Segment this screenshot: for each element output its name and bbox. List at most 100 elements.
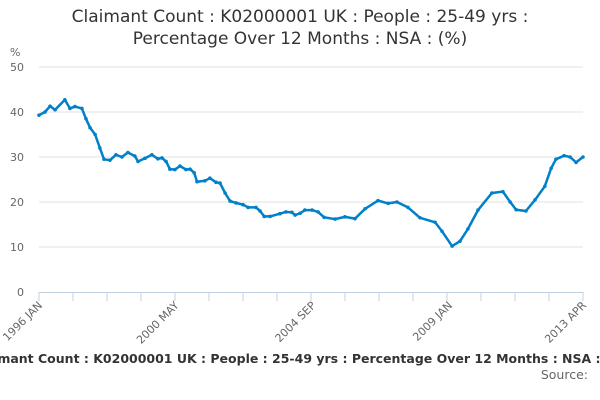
- data-point: [136, 159, 140, 164]
- data-point: [386, 201, 390, 206]
- data-point: [160, 156, 164, 160]
- data-point: [48, 104, 52, 108]
- data-point: [298, 211, 302, 216]
- data-point: [458, 239, 462, 243]
- data-point: [102, 157, 106, 162]
- data-point: [241, 202, 245, 207]
- data-point: [43, 110, 47, 114]
- source-label: Source:: [540, 367, 588, 382]
- x-tick-label: 2013 APR: [542, 299, 589, 346]
- data-point: [93, 132, 97, 137]
- y-tick-label: 10: [10, 241, 24, 254]
- data-point: [549, 166, 553, 171]
- data-point: [143, 156, 147, 161]
- data-point: [490, 191, 494, 195]
- y-tick-label: 40: [10, 106, 24, 119]
- data-point: [418, 215, 422, 220]
- data-point: [450, 244, 454, 248]
- data-point: [562, 153, 566, 158]
- data-point: [440, 229, 444, 234]
- data-point: [218, 181, 222, 185]
- data-point: [353, 216, 357, 221]
- data-point: [343, 215, 347, 219]
- data-point: [406, 205, 410, 210]
- data-point: [433, 220, 437, 225]
- data-point: [228, 199, 232, 203]
- data-point: [581, 155, 585, 159]
- y-tick-label: 50: [10, 61, 24, 74]
- data-point: [98, 146, 102, 150]
- data-point: [108, 158, 112, 162]
- data-point: [150, 152, 154, 157]
- x-tick-label: 2009 JAN: [410, 299, 455, 344]
- data-point: [203, 179, 207, 183]
- series-line: [38, 98, 584, 248]
- x-tick-label: 1996 JAN: [0, 299, 45, 344]
- data-point: [268, 214, 272, 219]
- legend-footer: Claimant Count : K02000001 UK : People :…: [0, 351, 600, 366]
- data-point: [188, 167, 192, 171]
- data-point: [88, 125, 92, 130]
- data-point: [524, 209, 528, 213]
- data-point: [466, 227, 470, 231]
- data-point: [293, 213, 297, 217]
- data-point: [363, 206, 367, 211]
- data-point: [114, 152, 118, 157]
- data-point: [514, 207, 518, 212]
- data-point: [316, 210, 320, 214]
- data-point: [173, 167, 177, 172]
- y-tick-label: 20: [10, 196, 24, 209]
- x-tick-label: 2000 MAY: [134, 299, 182, 347]
- data-point: [68, 106, 72, 111]
- data-point: [120, 155, 124, 159]
- data-point: [395, 200, 399, 204]
- data-point: [568, 155, 572, 159]
- data-point: [133, 154, 137, 158]
- data-point: [126, 150, 130, 155]
- data-point: [168, 167, 172, 171]
- data-point: [543, 184, 547, 189]
- chart-title: Claimant Count : K02000001 UK : People :…: [0, 6, 600, 50]
- data-point: [184, 167, 188, 172]
- data-point: [234, 201, 238, 205]
- y-tick-label: 30: [10, 151, 24, 164]
- data-point: [63, 98, 67, 102]
- data-point: [376, 198, 380, 203]
- data-point: [310, 208, 314, 212]
- x-tick-label: 2004 SEP: [273, 299, 319, 345]
- data-point: [290, 210, 294, 215]
- y-tick-label: 0: [17, 286, 24, 299]
- data-point: [246, 205, 250, 210]
- data-point: [554, 157, 558, 162]
- data-point: [501, 189, 505, 194]
- data-point: [333, 217, 337, 221]
- data-point: [73, 104, 77, 109]
- chart-title-line-2: Percentage Over 12 Months : NSA : (%): [132, 29, 468, 49]
- data-point: [156, 157, 160, 161]
- data-point: [322, 215, 326, 220]
- data-point: [262, 214, 266, 219]
- data-point: [37, 113, 41, 117]
- data-point: [533, 197, 537, 202]
- data-point: [574, 160, 578, 165]
- data-point: [164, 159, 168, 164]
- data-point: [208, 176, 212, 180]
- chart-title-line-1: Claimant Count : K02000001 UK : People :…: [71, 7, 529, 27]
- data-point: [303, 208, 307, 212]
- data-point: [223, 191, 227, 195]
- data-point: [476, 208, 480, 212]
- data-point: [80, 106, 84, 111]
- y-axis-label: %: [10, 46, 20, 59]
- data-point: [53, 107, 57, 112]
- data-point: [192, 170, 196, 175]
- data-point: [214, 180, 218, 184]
- data-point: [178, 164, 182, 168]
- data-point: [195, 179, 199, 184]
- data-point: [84, 116, 88, 121]
- data-point: [258, 209, 262, 213]
- data-point: [284, 210, 288, 214]
- data-point: [254, 205, 258, 210]
- data-point: [278, 211, 282, 216]
- data-point: [508, 200, 512, 204]
